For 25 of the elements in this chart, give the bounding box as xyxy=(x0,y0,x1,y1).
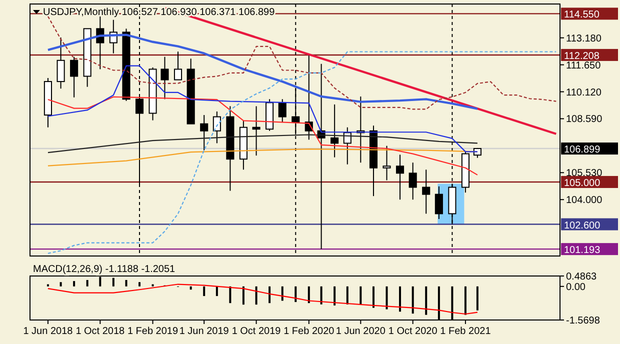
ref-line-label: 112.208 xyxy=(564,50,600,62)
x-tick-label: 1 Feb 2021 xyxy=(440,326,492,337)
y-tick-label: 111.650 xyxy=(566,60,602,72)
x-tick-label: 1 Oct 2020 xyxy=(388,326,438,337)
chart-title: MACD(12,26,9) -1.1188 -1.2051 xyxy=(33,264,176,275)
y-tick-label: 113.180 xyxy=(566,33,602,44)
ref-line-label: 101.193 xyxy=(564,245,601,256)
ref-line-label: 106.899 xyxy=(564,144,601,156)
x-tick-label: 1 Jun 2019 xyxy=(179,326,230,337)
y-tick-label: 0.00 xyxy=(566,282,586,293)
y-tick-label: 110.120 xyxy=(566,87,602,98)
ref-line-label: 102.600 xyxy=(564,220,601,232)
x-tick-label: 1 Feb 2019 xyxy=(127,326,178,337)
y-tick-label: 0.4863 xyxy=(566,272,598,282)
x-tick-label: 1 Oct 2018 xyxy=(76,326,126,337)
y-tick-label: 108.590 xyxy=(566,114,603,126)
y-tick-label: -1.5698 xyxy=(566,316,600,326)
ref-line-label: 114.550 xyxy=(564,10,600,21)
y-tick-label: 105.530 xyxy=(566,168,603,180)
x-tick-label: 1 Oct 2019 xyxy=(232,326,282,337)
x-tick-label: 1 Jun 2018 xyxy=(23,326,74,337)
x-tick-label: 1 Feb 2020 xyxy=(284,326,335,337)
x-tick-label: 1 Jun 2020 xyxy=(336,326,386,337)
y-tick-label: 104.000 xyxy=(566,195,603,206)
ref-line-label: 105.000 xyxy=(564,178,601,189)
